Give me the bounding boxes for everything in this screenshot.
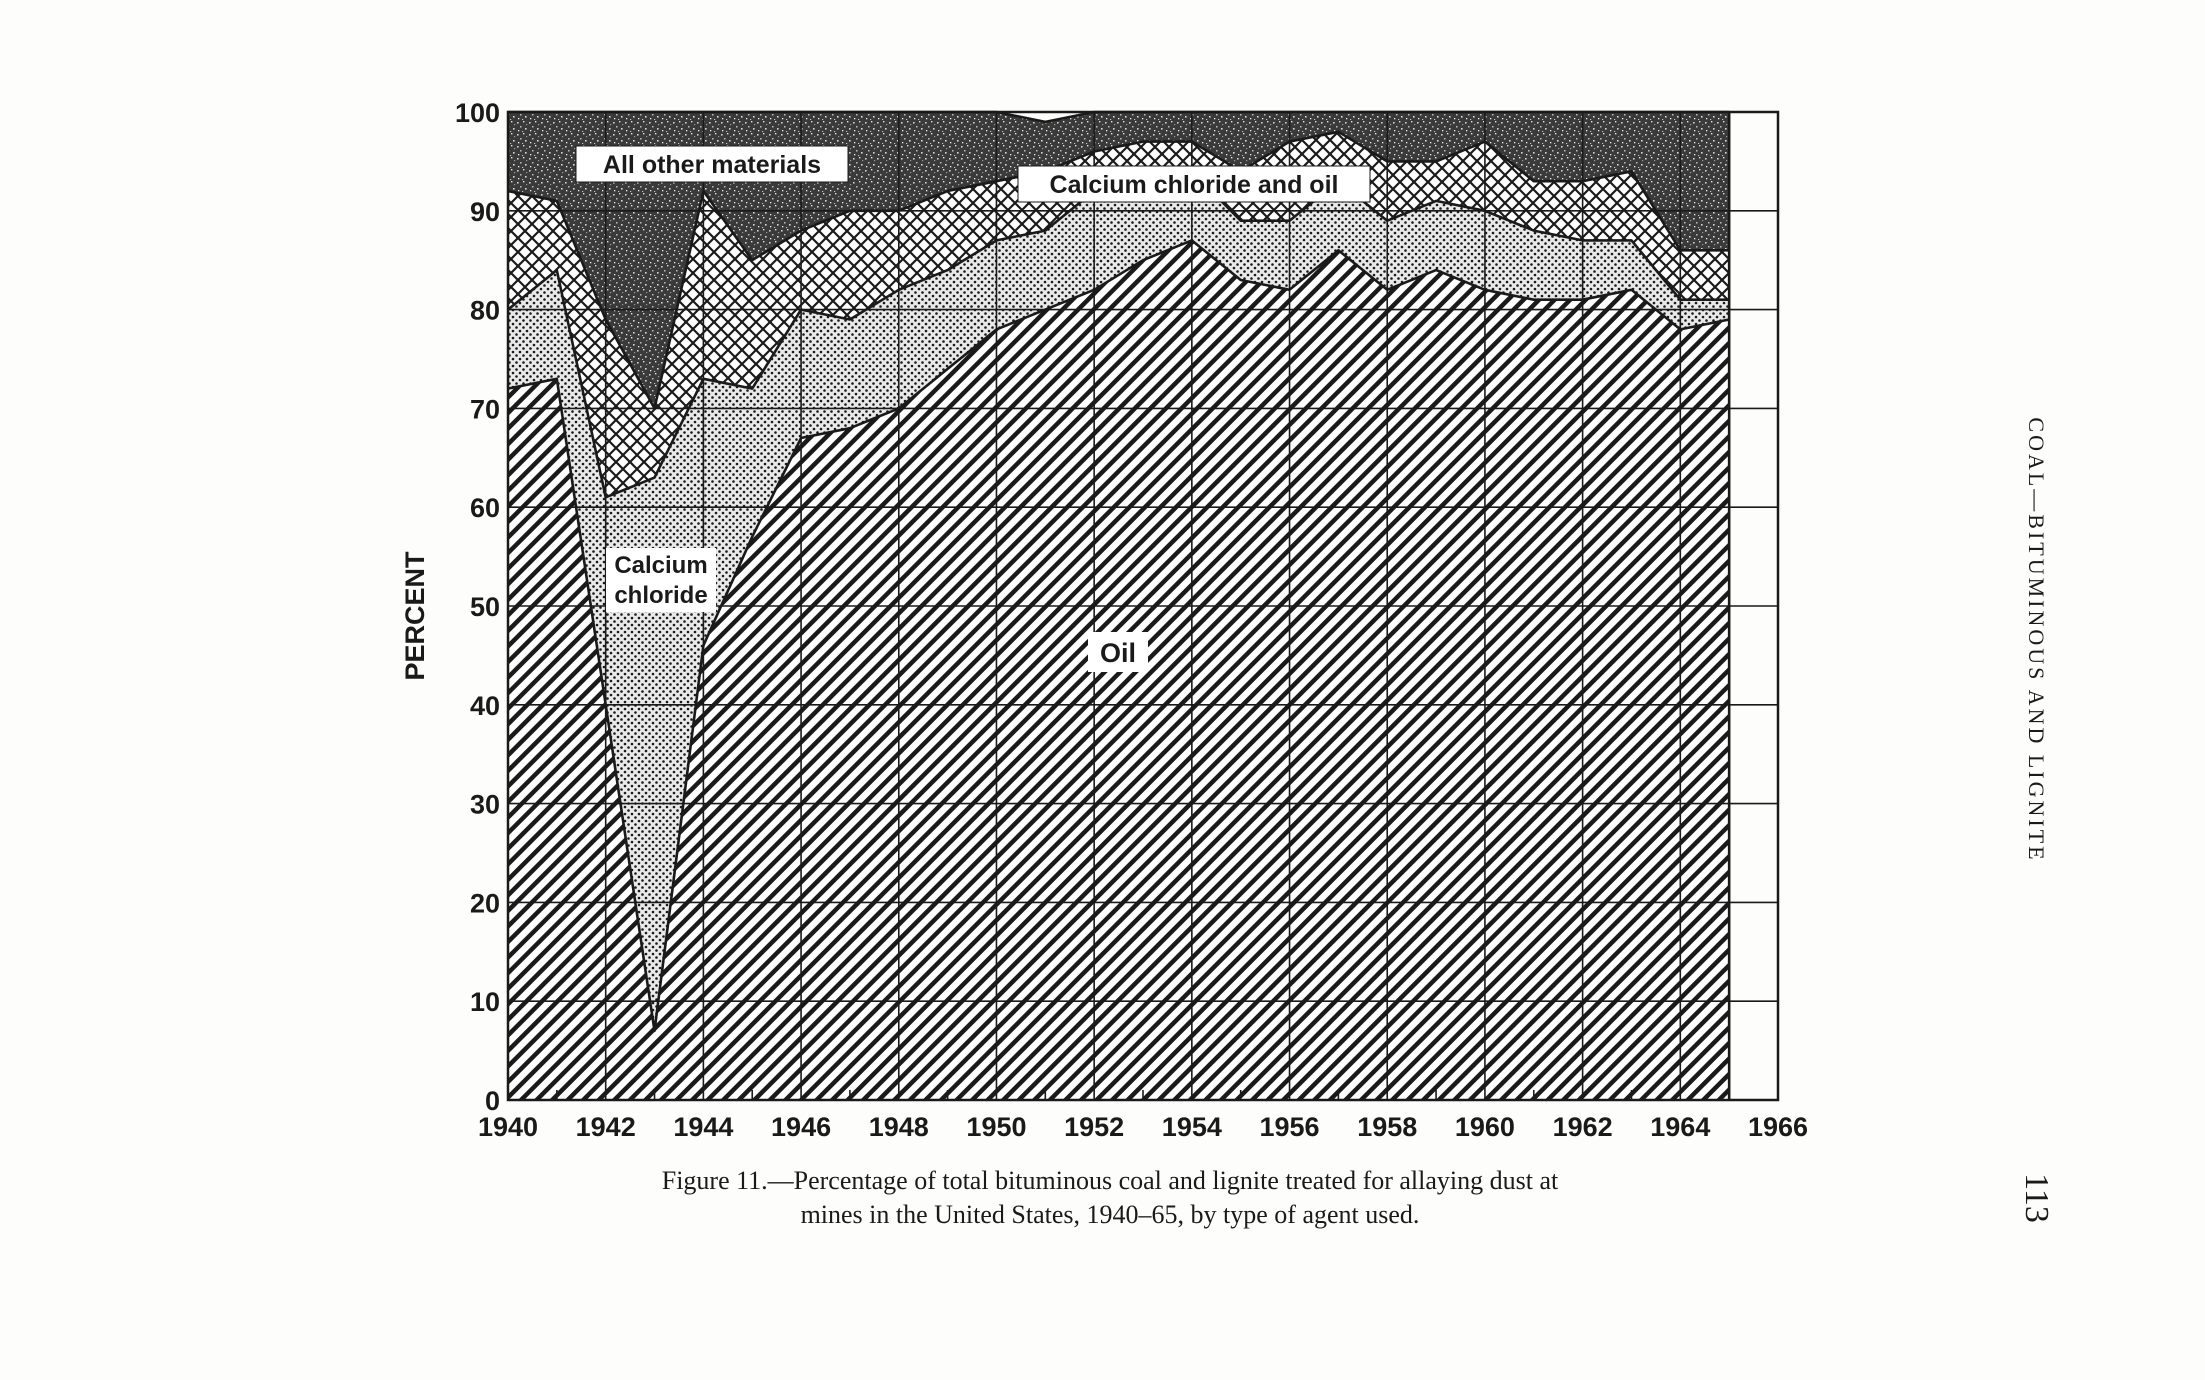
label-calcium-chloride-line1: Calcium (614, 552, 707, 579)
y-tick-label-70: 70 (470, 394, 500, 424)
y-tick-label-80: 80 (470, 296, 500, 326)
caption-line-2: mines in the United States, 1940–65, by … (800, 1200, 1420, 1229)
series-top-line-3 (507, 130, 1730, 410)
figure-caption: Figure 11.—Percentage of total bituminou… (560, 1164, 1660, 1232)
series-top-line-1 (507, 239, 1730, 1033)
label-all-other-materials: All other materials (575, 145, 849, 183)
label-calcium-chloride: Calcium chloride (606, 548, 716, 612)
running-head: COAL—BITUMINOUS AND LIGNITE (2024, 417, 2049, 863)
area-calcium-chloride-and-oil (508, 131, 1730, 498)
y-tick-label-10: 10 (470, 987, 500, 1017)
label-oil-text: Oil (1100, 638, 1136, 668)
label-calcium-chloride-and-oil-text: Calcium chloride and oil (1050, 171, 1339, 199)
label-all-other-materials-text: All other materials (603, 151, 821, 179)
y-tick-label-50: 50 (470, 592, 500, 622)
y-tick-label-40: 40 (470, 691, 500, 721)
caption-line-1: Figure 11.—Percentage of total bituminou… (661, 1166, 1559, 1195)
x-tick-label-1950: 1950 (966, 1112, 1026, 1142)
x-tick-label-1964: 1964 (1650, 1112, 1710, 1142)
page-number: 113 (2018, 1173, 2055, 1223)
y-tick-label-20: 20 (470, 888, 500, 918)
y-tick-label-60: 60 (470, 493, 500, 523)
x-tick-label-1958: 1958 (1357, 1112, 1417, 1142)
area-all-other-materials (508, 112, 1730, 409)
y-axis-label: PERCENT (400, 551, 430, 681)
label-calcium-chloride-and-oil: Calcium chloride and oil (1017, 165, 1371, 203)
x-tick-label-1962: 1962 (1553, 1112, 1613, 1142)
x-tick-label-1942: 1942 (576, 1112, 636, 1142)
x-tick-label-1960: 1960 (1455, 1112, 1515, 1142)
y-tick-label-0: 0 (485, 1086, 500, 1116)
x-tick-label-1954: 1954 (1162, 1112, 1222, 1142)
x-axis: 1940 1942 1944 1946 1948 1950 1952 1954 1956 1958… (478, 1090, 1808, 1142)
x-tick-label-1944: 1944 (673, 1112, 733, 1142)
y-tick-label-30: 30 (470, 790, 500, 820)
x-tick-label-1966: 1966 (1748, 1112, 1808, 1142)
label-oil: Oil (1088, 632, 1148, 672)
x-tick-label-1940: 1940 (478, 1112, 538, 1142)
x-tick-label-1946: 1946 (771, 1112, 831, 1142)
y-axis: 0 10 20 30 40 50 60 70 80 90 100 (455, 98, 500, 1116)
y-tick-label-90: 90 (470, 197, 500, 227)
area-calcium-chloride (508, 171, 1730, 1031)
y-tick-label-100: 100 (455, 98, 500, 128)
x-tick-label-1956: 1956 (1259, 1112, 1319, 1142)
x-tick-label-1952: 1952 (1064, 1112, 1124, 1142)
label-calcium-chloride-line2: chloride (614, 582, 707, 609)
x-tick-label-1948: 1948 (869, 1112, 929, 1142)
